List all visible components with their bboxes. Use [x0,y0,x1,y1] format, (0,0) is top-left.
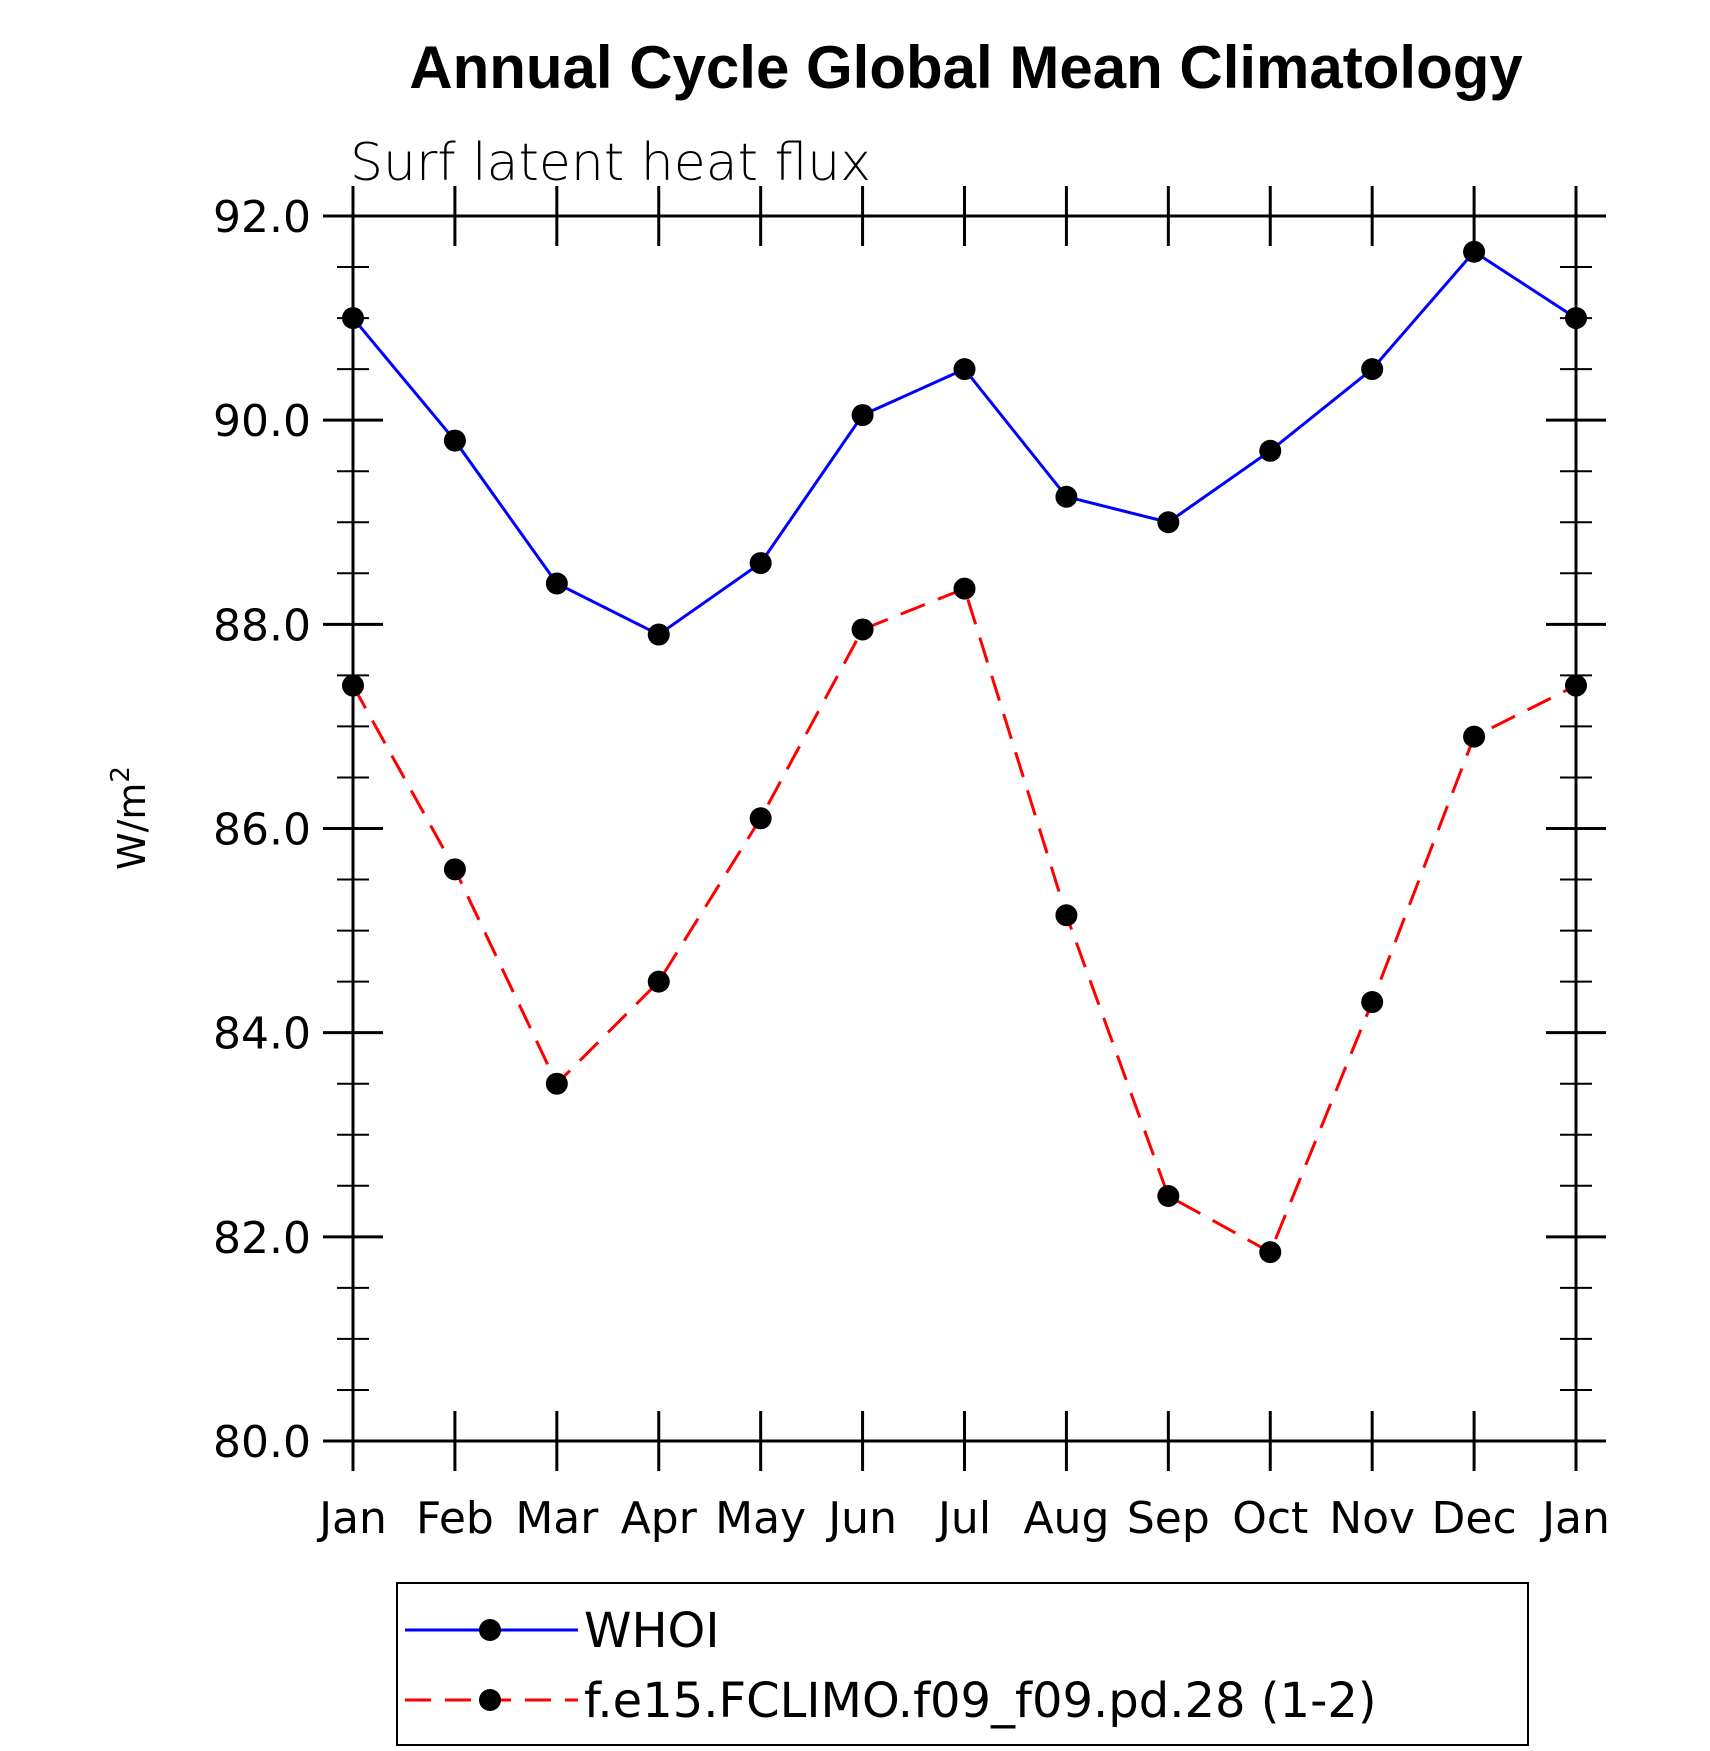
series-line-2 [351,586,1577,1255]
legend: WHOI f.e15.FCLIMO.f09_f09.pd.28 (1-2) [396,1582,1529,1746]
x-tick-label: Feb [416,1493,494,1544]
chart-subtitle: Surf latent heat flux [350,133,871,193]
series-2-point [342,674,364,697]
series-1-point [953,358,976,381]
series-2-point [1463,725,1486,748]
series-line-1 [351,249,1577,637]
series-2-point [953,577,976,600]
series-2-point [851,618,874,641]
y-tick-label: 92.0 [213,192,311,243]
series-1-point [1361,358,1384,381]
y-tick-label: 88.0 [213,600,311,651]
series-2-point [1361,991,1384,1014]
y-axis-label-exponent: 2 [106,766,136,783]
legend-label-2: f.e15.FCLIMO.f09_f09.pd.28 (1-2) [584,1673,1377,1729]
legend-box [396,1582,1529,1746]
series-2-point [1565,674,1587,697]
series-1-point [443,429,466,452]
x-tick-label: Jul [935,1493,991,1544]
x-tick-label: Aug [1023,1493,1109,1544]
series-layer [342,240,1587,1264]
x-tick-label: Jun [825,1493,897,1544]
series-1-point [1055,485,1078,508]
x-tick-label: Apr [621,1493,698,1544]
series-1-point [1565,307,1587,330]
x-tick-label: Nov [1329,1493,1415,1544]
y-tick-label: 86.0 [213,805,311,856]
series-2-point [443,858,466,881]
series-1-point [647,623,670,646]
x-tick-label: May [715,1493,806,1544]
y-tick-label: 80.0 [213,1417,311,1468]
series-1-point [749,552,772,575]
y-axis-label-unit: W/m [110,783,154,870]
y-tick-label: 90.0 [213,396,311,447]
series-1-point [851,404,874,427]
series-1-point [545,572,568,595]
series-1-point [1259,439,1282,462]
plot-border [351,214,1578,1443]
x-tick-label: Dec [1432,1493,1517,1544]
series-2-point [1157,1185,1180,1207]
y-axis-label: W/m2 [106,766,154,870]
x-tick-label: Sep [1127,1493,1210,1544]
chart-title: Annual Cycle Global Mean Climatology [409,34,1523,101]
x-tick-label: Jan [316,1493,387,1544]
legend-marker-2 [479,1689,501,1711]
series-2-point [1055,904,1078,927]
series-1-point [1157,511,1180,534]
series-2-point [647,970,670,993]
x-tick-label: Mar [515,1493,599,1544]
series-2-point [749,807,772,830]
y-tick-label: 82.0 [213,1213,311,1264]
legend-label-1: WHOI [584,1603,720,1659]
y-tick-label: 84.0 [213,1009,311,1060]
series-1-point [342,307,364,330]
legend-marker-1 [479,1619,501,1641]
x-tick-label: Oct [1232,1493,1308,1544]
series-2-point [545,1072,568,1095]
plot-frame: Jan Feb Mar Apr May Jun Jul Aug Sep Oct Nov Dec Jan8… [213,186,1610,1544]
series-1-point [1463,240,1486,263]
series-2-point [1259,1241,1282,1264]
x-tick-label: Jan [1539,1493,1610,1544]
